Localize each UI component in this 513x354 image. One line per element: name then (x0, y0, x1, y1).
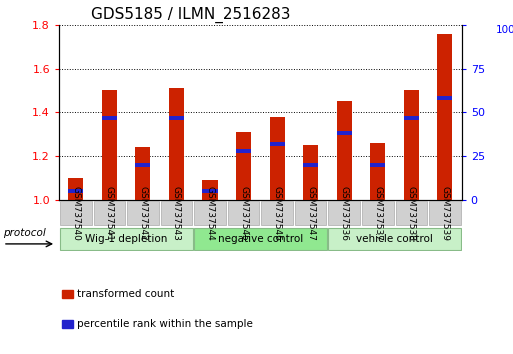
Bar (135, 147, 150, 200)
Text: percentile rank within the sample: percentile rank within the sample (77, 319, 253, 329)
Bar (337, 102, 352, 200)
FancyBboxPatch shape (60, 228, 192, 250)
Bar (102, 116, 117, 120)
Bar (62, 320, 73, 328)
Text: GSM737536: GSM737536 (340, 186, 349, 241)
Bar (62, 290, 73, 298)
Bar (169, 88, 184, 200)
Bar (203, 180, 218, 200)
Text: GSM737537: GSM737537 (373, 186, 382, 241)
Text: GSM737545: GSM737545 (239, 186, 248, 241)
FancyBboxPatch shape (328, 228, 461, 250)
Text: GDS5185 / ILMN_2516283: GDS5185 / ILMN_2516283 (91, 7, 291, 23)
Bar (404, 91, 419, 200)
Text: GSM737544: GSM737544 (206, 186, 214, 241)
Bar (337, 131, 352, 135)
Bar (438, 96, 452, 100)
Text: Wig-1 depletion: Wig-1 depletion (85, 234, 167, 244)
Text: GSM737538: GSM737538 (407, 186, 416, 241)
Text: GSM737539: GSM737539 (441, 186, 449, 241)
Bar (370, 163, 385, 167)
Text: GSM737546: GSM737546 (272, 186, 282, 241)
Bar (269, 117, 285, 200)
Text: GSM737541: GSM737541 (105, 186, 114, 241)
Text: transformed count: transformed count (77, 289, 174, 299)
Text: negative control: negative control (218, 234, 303, 244)
Text: GSM737543: GSM737543 (172, 186, 181, 241)
Bar (102, 91, 117, 200)
Text: GSM737540: GSM737540 (71, 186, 80, 241)
Bar (269, 142, 285, 146)
Bar (370, 143, 385, 200)
Text: GSM737547: GSM737547 (306, 186, 315, 241)
Bar (68, 178, 83, 200)
Bar (68, 189, 83, 193)
Bar (169, 116, 184, 120)
Text: vehicle control: vehicle control (356, 234, 433, 244)
Bar (203, 189, 218, 193)
Text: GSM737542: GSM737542 (139, 186, 147, 241)
Text: protocol: protocol (3, 228, 46, 238)
Text: 100%: 100% (496, 25, 513, 35)
Bar (404, 116, 419, 120)
Bar (135, 163, 150, 167)
Bar (236, 149, 251, 153)
FancyBboxPatch shape (194, 228, 327, 250)
Bar (236, 132, 251, 200)
Bar (438, 34, 452, 200)
Bar (303, 163, 318, 167)
Bar (303, 145, 318, 200)
